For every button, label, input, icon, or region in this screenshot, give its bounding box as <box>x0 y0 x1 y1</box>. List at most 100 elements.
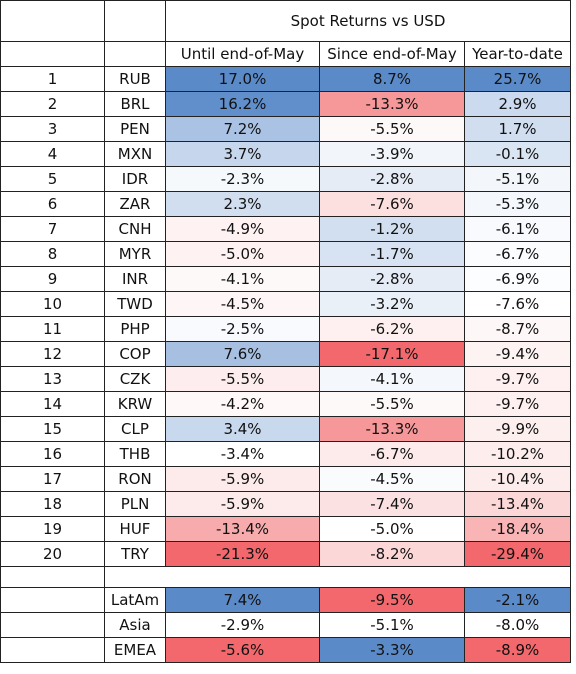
value-cell-ytd: -10.2% <box>464 441 571 467</box>
value-cell-until: -5.0% <box>165 241 320 267</box>
blank-cell <box>0 637 105 663</box>
currency-cell: KRW <box>104 391 166 417</box>
value-cell-since: -3.9% <box>319 141 465 167</box>
returns-table: Spot Returns vs USD Until end-of-May Sin… <box>0 0 571 663</box>
table-row: 6 ZAR 2.3% -7.6% -5.3% <box>0 191 571 217</box>
table-row: 8 MYR -5.0% -1.7% -6.7% <box>0 241 571 267</box>
table-row: 1 RUB 17.0% 8.7% 25.7% <box>0 66 571 92</box>
value-cell-since: -2.8% <box>319 166 465 192</box>
value-cell-ytd: 1.7% <box>464 116 571 142</box>
currency-cell: THB <box>104 441 166 467</box>
value-cell-ytd: -8.7% <box>464 316 571 342</box>
value-cell-ytd: -13.4% <box>464 491 571 517</box>
value-cell-since: -5.5% <box>319 116 465 142</box>
table-row: 13 CZK -5.5% -4.1% -9.7% <box>0 366 571 392</box>
value-cell-until: -4.2% <box>165 391 320 417</box>
rank-cell: 18 <box>0 491 105 517</box>
value-cell-until: 7.2% <box>165 116 320 142</box>
value-cell-until: -4.9% <box>165 216 320 242</box>
value-cell-since: -13.3% <box>319 91 465 117</box>
blank-cell <box>0 0 105 42</box>
currency-cell: RON <box>104 466 166 492</box>
value-cell-until: 3.4% <box>165 416 320 442</box>
rank-cell: 5 <box>0 166 105 192</box>
rank-cell: 1 <box>0 66 105 92</box>
currency-cell: IDR <box>104 166 166 192</box>
rank-cell: 16 <box>0 441 105 467</box>
value-cell-until: 16.2% <box>165 91 320 117</box>
table-row: 15 CLP 3.4% -13.3% -9.9% <box>0 416 571 442</box>
blank-cell <box>0 612 105 638</box>
value-cell-until: 17.0% <box>165 66 320 92</box>
value-cell-ytd: -7.6% <box>464 291 571 317</box>
value-cell-since: -3.2% <box>319 291 465 317</box>
value-cell-since: -8.2% <box>319 541 465 567</box>
value-cell-until: 7.6% <box>165 341 320 367</box>
value-cell-since: -17.1% <box>319 341 465 367</box>
currency-cell: PHP <box>104 316 166 342</box>
currency-cell: MYR <box>104 241 166 267</box>
value-cell-since: -3.3% <box>319 637 465 663</box>
value-cell-until: -5.6% <box>165 637 320 663</box>
region-name-cell: LatAm <box>104 587 166 613</box>
value-cell-ytd: 2.9% <box>464 91 571 117</box>
currency-cell: HUF <box>104 516 166 542</box>
rank-cell: 9 <box>0 266 105 292</box>
value-cell-since: -5.1% <box>319 612 465 638</box>
currency-cell: MXN <box>104 141 166 167</box>
spacer-row <box>0 566 571 588</box>
table-row: 19 HUF -13.4% -5.0% -18.4% <box>0 516 571 542</box>
value-cell-since: -6.7% <box>319 441 465 467</box>
value-cell-since: -6.2% <box>319 316 465 342</box>
value-cell-since: -1.2% <box>319 216 465 242</box>
rank-cell: 15 <box>0 416 105 442</box>
value-cell-until: 7.4% <box>165 587 320 613</box>
region-row: EMEA -5.6% -3.3% -8.9% <box>0 637 571 663</box>
currency-cell: TRY <box>104 541 166 567</box>
rank-cell: 11 <box>0 316 105 342</box>
currency-cell: CNH <box>104 216 166 242</box>
value-cell-ytd: -5.1% <box>464 166 571 192</box>
value-cell-since: -4.5% <box>319 466 465 492</box>
group-title: Spot Returns vs USD <box>165 0 571 42</box>
table-row: 7 CNH -4.9% -1.2% -6.1% <box>0 216 571 242</box>
value-cell-until: -5.9% <box>165 466 320 492</box>
table-row: 17 RON -5.9% -4.5% -10.4% <box>0 466 571 492</box>
value-cell-until: -2.5% <box>165 316 320 342</box>
value-cell-ytd: -0.1% <box>464 141 571 167</box>
value-cell-ytd: -18.4% <box>464 516 571 542</box>
table-row: 2 BRL 16.2% -13.3% 2.9% <box>0 91 571 117</box>
value-cell-since: -13.3% <box>319 416 465 442</box>
rank-cell: 14 <box>0 391 105 417</box>
value-cell-ytd: -9.7% <box>464 366 571 392</box>
rank-cell: 2 <box>0 91 105 117</box>
blank-cell <box>104 0 166 42</box>
value-cell-until: -3.4% <box>165 441 320 467</box>
value-cell-ytd: -8.9% <box>464 637 571 663</box>
value-cell-ytd: -29.4% <box>464 541 571 567</box>
value-cell-ytd: -9.9% <box>464 416 571 442</box>
header-row-group: Spot Returns vs USD <box>0 0 571 42</box>
value-cell-ytd: -6.7% <box>464 241 571 267</box>
table-row: 9 INR -4.1% -2.8% -6.9% <box>0 266 571 292</box>
currency-cell: ZAR <box>104 191 166 217</box>
rank-cell: 19 <box>0 516 105 542</box>
currency-cell: TWD <box>104 291 166 317</box>
region-row: LatAm 7.4% -9.5% -2.1% <box>0 587 571 613</box>
value-cell-ytd: -9.7% <box>464 391 571 417</box>
value-cell-ytd: -8.0% <box>464 612 571 638</box>
value-cell-until: -5.9% <box>165 491 320 517</box>
blank-cell <box>0 587 105 613</box>
header-row-columns: Until end-of-May Since end-of-May Year-t… <box>0 41 571 67</box>
value-cell-ytd: -10.4% <box>464 466 571 492</box>
rank-cell: 7 <box>0 216 105 242</box>
rank-cell: 4 <box>0 141 105 167</box>
blank-cell <box>104 41 166 67</box>
value-cell-since: -5.5% <box>319 391 465 417</box>
region-name-cell: EMEA <box>104 637 166 663</box>
region-row: Asia -2.9% -5.1% -8.0% <box>0 612 571 638</box>
table-row: 3 PEN 7.2% -5.5% 1.7% <box>0 116 571 142</box>
value-cell-ytd: -9.4% <box>464 341 571 367</box>
value-cell-since: 8.7% <box>319 66 465 92</box>
currency-cell: COP <box>104 341 166 367</box>
